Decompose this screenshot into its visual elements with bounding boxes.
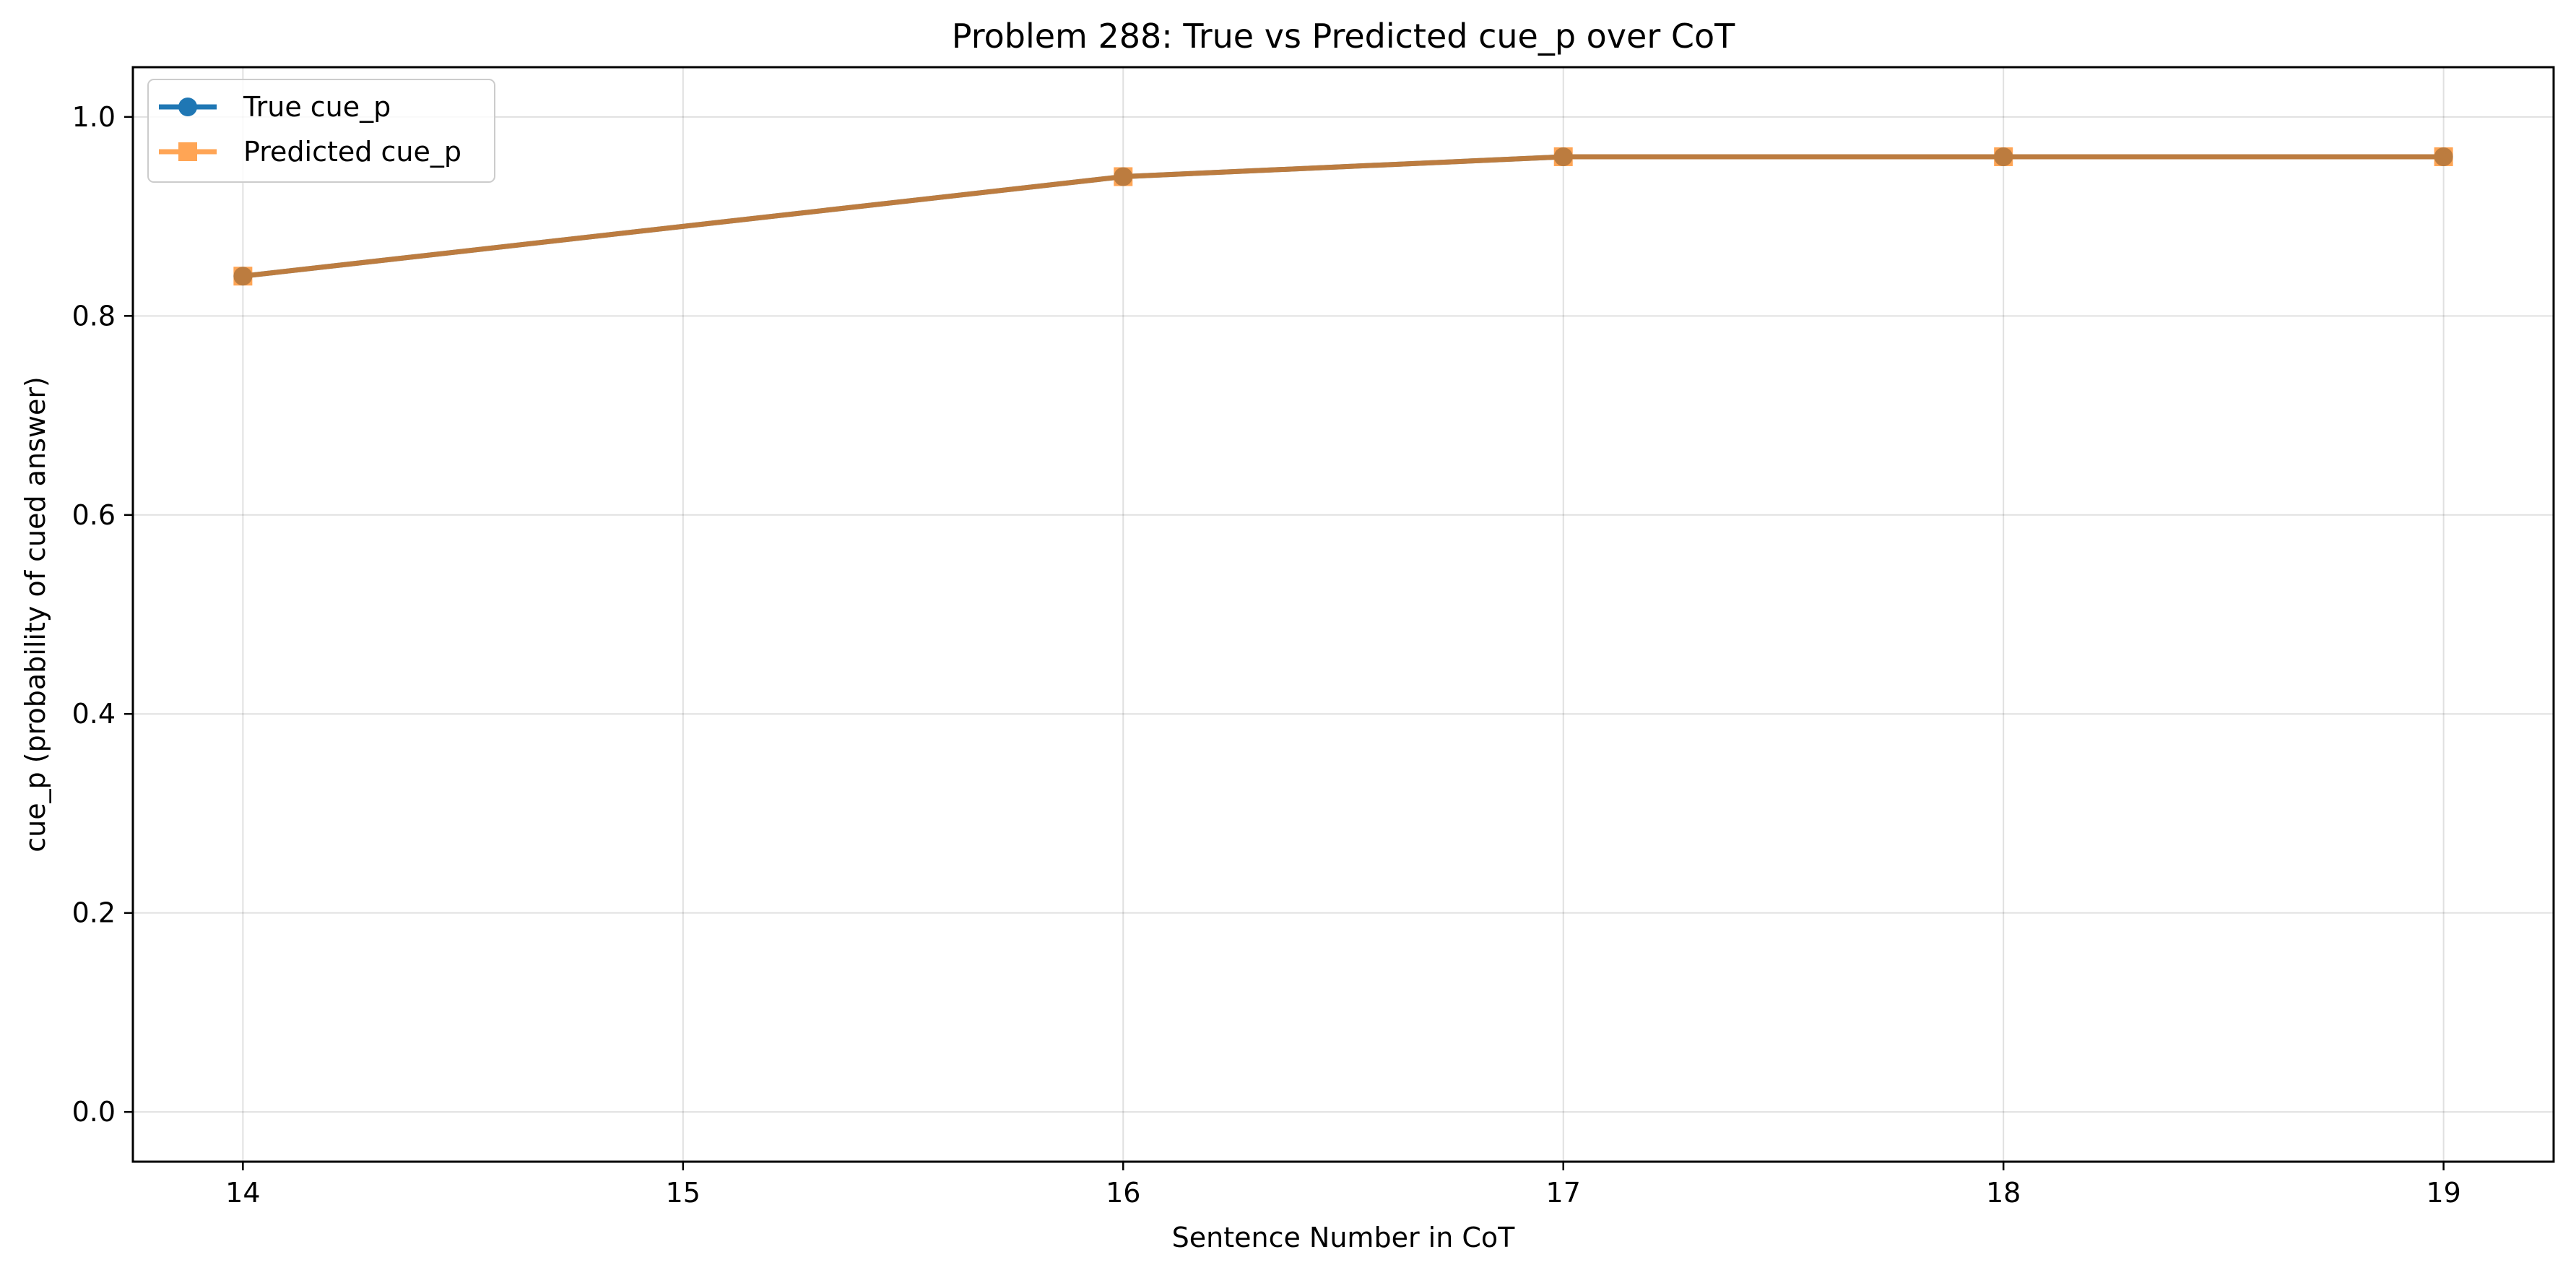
series-predicted-cue-p	[233, 147, 2453, 286]
data-point	[2434, 147, 2453, 166]
y-tick-label: 1.0	[72, 101, 116, 133]
data-point	[233, 267, 253, 286]
data-point	[1553, 147, 1573, 166]
data-point	[1994, 147, 2013, 166]
x-tick-label: 17	[1546, 1177, 1581, 1209]
x-axis-label: Sentence Number in CoT	[1172, 1222, 1516, 1253]
y-tick-label: 0.0	[72, 1096, 116, 1128]
legend: True cue_p Predicted cue_p	[147, 79, 495, 183]
chart-title: Problem 288: True vs Predicted cue_p ove…	[952, 17, 1735, 56]
y-tick-label: 0.8	[72, 300, 116, 332]
x-tick-label: 19	[2426, 1177, 2460, 1209]
legend-label: True cue_p	[243, 91, 391, 123]
legend-label: Predicted cue_p	[243, 136, 461, 168]
y-axis-label: cue_p (probability of cued answer)	[19, 376, 51, 852]
legend-box	[147, 79, 495, 183]
y-tick-label: 0.4	[72, 698, 116, 730]
x-tick-label: 16	[1106, 1177, 1140, 1209]
legend-marker	[178, 142, 197, 161]
legend-item	[159, 98, 217, 116]
data-point	[1114, 167, 1133, 186]
legend-marker	[178, 98, 197, 116]
x-tick-label: 15	[666, 1177, 701, 1209]
axis-ticks: 14 15 16 17 18 19 0.0 0.2 0.4 0.6 0.8 1.0	[72, 101, 2461, 1209]
plot-frame	[131, 66, 2555, 1163]
y-tick-label: 0.6	[72, 499, 116, 531]
series-layer	[233, 147, 2453, 286]
x-tick-label: 18	[1986, 1177, 2021, 1209]
y-tick-label: 0.2	[72, 897, 116, 929]
x-tick-label: 14	[225, 1177, 260, 1209]
grid-lines	[133, 67, 2554, 1162]
legend-item	[159, 142, 217, 161]
